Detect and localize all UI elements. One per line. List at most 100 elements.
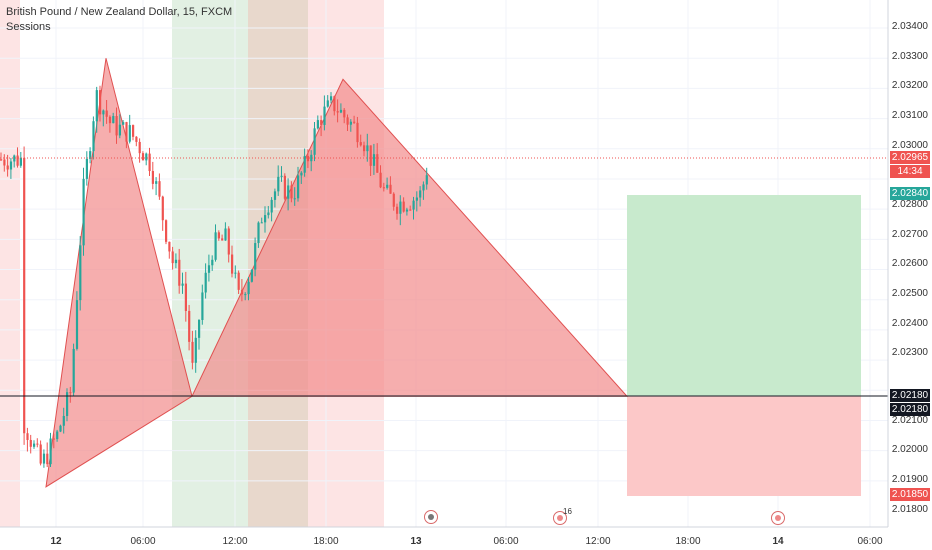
price-tick: 2.01800 <box>891 504 928 515</box>
candle-body <box>42 453 46 464</box>
economic-event-icon[interactable] <box>553 511 567 525</box>
candle-body <box>72 348 75 393</box>
candle-body <box>0 159 3 161</box>
dividend-icon[interactable] <box>424 510 438 524</box>
candle-body <box>6 165 9 170</box>
candle-body <box>369 145 372 166</box>
candle-body <box>277 176 280 192</box>
candle-body <box>323 106 326 125</box>
candle-body <box>339 109 343 113</box>
profit-zone[interactable] <box>627 195 861 396</box>
chart-legend[interactable]: British Pound / New Zealand Dollar, 15, … <box>6 5 232 35</box>
candle-body <box>250 269 253 282</box>
candle-body <box>99 90 102 115</box>
candle-body <box>221 238 224 241</box>
candle-body <box>363 145 366 152</box>
candle-body <box>181 283 184 286</box>
candle-body <box>75 300 79 349</box>
time-tick: 18:00 <box>675 536 701 547</box>
candle-body <box>3 159 6 166</box>
candle-body <box>198 319 201 338</box>
candle-body <box>112 116 115 124</box>
current-price-tag: 2.02965 <box>890 151 930 164</box>
price-tick: 2.03100 <box>891 110 928 121</box>
time-tick: 12:00 <box>585 536 611 547</box>
symbol-title[interactable]: British Pound / New Zealand Dollar, 15, … <box>6 6 233 18</box>
candle-body <box>145 153 148 161</box>
candle-body <box>287 185 290 199</box>
price-tick: 2.03400 <box>891 21 928 32</box>
time-tick: 14 <box>772 536 784 547</box>
candle-body <box>320 120 323 125</box>
candle-body <box>257 222 260 244</box>
countdown-tag: 14:34 <box>890 165 930 178</box>
event-count: 16 <box>563 507 572 516</box>
price-tick: 2.02300 <box>891 347 928 358</box>
candle-body <box>343 109 346 118</box>
price-tick: 2.03300 <box>891 51 928 62</box>
candle-body <box>194 337 197 363</box>
price-tick: 2.01900 <box>891 474 928 485</box>
candle-body <box>174 259 178 264</box>
candle-body <box>191 341 194 363</box>
candle-body <box>211 259 214 266</box>
candle-body <box>62 415 65 426</box>
candle-body <box>254 243 257 270</box>
candle-body <box>19 157 22 166</box>
candle-body <box>231 254 234 274</box>
candle-body <box>158 181 161 197</box>
time-tick: 12:00 <box>222 536 248 547</box>
price-tick: 2.02800 <box>891 199 928 210</box>
loss-zone[interactable] <box>627 396 861 496</box>
price-tick: 2.02700 <box>891 229 928 240</box>
candle-body <box>386 184 389 188</box>
candle-body <box>102 110 105 115</box>
candle-body <box>161 196 164 221</box>
candle-body <box>13 155 16 162</box>
candle-body <box>46 453 49 465</box>
candle-body <box>330 96 333 101</box>
candle-body <box>336 111 339 113</box>
harmonic-pattern[interactable] <box>45 58 629 488</box>
candle-body <box>376 154 379 173</box>
candle-body <box>409 209 412 211</box>
candle-body <box>234 272 237 274</box>
candle-body <box>16 155 19 166</box>
candle-body <box>359 142 362 146</box>
candle-body <box>412 200 415 210</box>
candle-body <box>399 201 402 214</box>
time-tick: 06:00 <box>130 536 156 547</box>
time-tick: 06:00 <box>857 536 883 547</box>
candle-body <box>56 431 59 440</box>
entry-price-tag-2: 2.02180 <box>890 403 930 416</box>
indicator-label[interactable]: Sessions <box>6 21 51 33</box>
candle-body <box>118 124 121 136</box>
price-tick: 2.02600 <box>891 258 928 269</box>
candle-body <box>79 245 82 301</box>
candle-body <box>405 209 409 212</box>
candle-body <box>105 110 108 117</box>
candle-body <box>204 272 207 293</box>
candle-body <box>425 175 428 185</box>
candle-body <box>125 122 128 142</box>
candle-body <box>290 185 293 199</box>
candle-body <box>333 96 336 112</box>
candle-body <box>244 294 247 296</box>
candle-body <box>141 153 145 161</box>
candle-body <box>396 206 399 214</box>
candle-body <box>82 178 85 246</box>
candle-body <box>29 439 32 447</box>
candle-body <box>33 443 36 447</box>
candles <box>0 85 428 468</box>
candle-body <box>310 154 313 162</box>
candle-body <box>108 116 112 124</box>
economic-event-icon[interactable] <box>771 511 785 525</box>
candle-body <box>313 128 316 155</box>
pattern-triangle-xab[interactable] <box>45 58 193 488</box>
price-tick: 2.02000 <box>891 444 928 455</box>
candle-body <box>316 120 319 129</box>
candle-body <box>201 292 204 320</box>
session-bg <box>172 0 248 527</box>
